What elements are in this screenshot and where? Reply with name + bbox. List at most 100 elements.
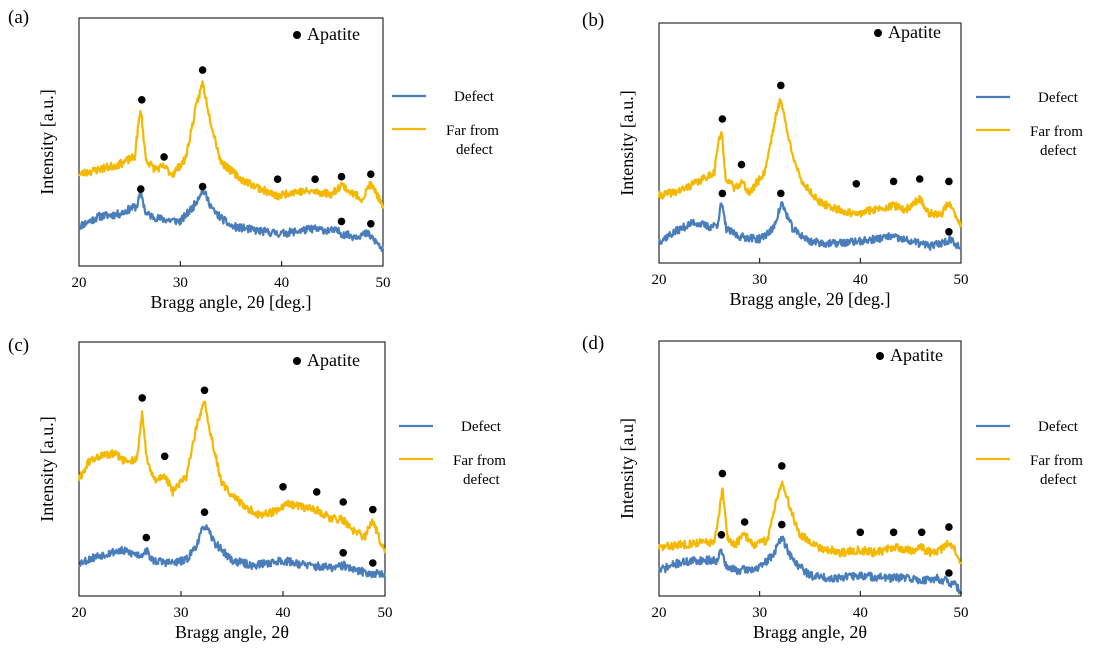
plot-frame	[658, 22, 962, 264]
apatite-marker	[311, 175, 319, 183]
apatite-marker	[200, 508, 209, 516]
apatite-marker	[777, 189, 785, 198]
panel-label: (d)	[582, 333, 604, 354]
x-tick-label: 40	[853, 272, 868, 288]
panel-d: 20 30 40 50 Bragg angle, 2θ Intensity [a.u] (d…	[582, 333, 1083, 642]
series-legend: Defect Far from defect	[392, 89, 499, 158]
legend-label-far: Far from defect	[1030, 124, 1083, 159]
apatite-marker	[856, 528, 865, 537]
plot-frame	[78, 17, 384, 267]
x-tick-label: 40	[853, 605, 868, 621]
apatite-marker	[369, 505, 377, 514]
apatite-marker	[337, 217, 346, 226]
legend-label-far: Far from defect	[453, 453, 506, 488]
apatite-legend-marker	[293, 357, 301, 365]
apatite-marker	[339, 549, 348, 557]
apatite-marker	[337, 172, 346, 181]
apatite-marker	[945, 523, 953, 531]
x-tick-label: 50	[954, 272, 969, 288]
series-legend: Defect Far from defect	[976, 419, 1083, 488]
apatite-legend-marker	[874, 29, 882, 37]
legend-label-defect: Defect	[1038, 419, 1079, 435]
series-line-defect	[78, 187, 385, 252]
plot-frame	[78, 341, 386, 597]
x-axis-label: Bragg angle, 2θ	[753, 622, 867, 642]
apatite-marker	[138, 96, 146, 104]
x-axis-label: Bragg angle, 2θ [deg.]	[150, 292, 311, 312]
panel-c: 20 30 40 50 Bragg angle, 2θ Intensity [a.u.] (…	[8, 335, 506, 642]
series-line-defect	[657, 201, 962, 251]
x-tick-label: 30	[752, 605, 767, 621]
apatite-marker	[915, 175, 924, 183]
series-line-far	[78, 80, 385, 210]
y-axis-label: Intensity [a.u.]	[617, 90, 637, 195]
y-axis-label: Intensity [a.u]	[617, 418, 637, 519]
x-tick-label: 20	[72, 605, 87, 621]
apatite-legend-label: Apatite	[307, 24, 360, 44]
apatite-marker	[367, 170, 375, 178]
x-axis-label: Bragg angle, 2θ	[175, 622, 289, 642]
apatite-marker	[137, 185, 145, 193]
apatite-legend-label: Apatite	[888, 22, 941, 42]
apatite-marker	[945, 228, 953, 236]
apatite-legend-marker	[293, 31, 301, 39]
apatite-marker	[273, 175, 282, 183]
x-tick-label: 50	[378, 605, 393, 621]
x-tick-label: 20	[652, 605, 667, 621]
apatite-marker	[945, 177, 953, 186]
apatite-marker	[160, 452, 169, 461]
apatite-marker	[778, 462, 786, 470]
legend-label-far: Far from defect	[1030, 453, 1083, 488]
plot-frame	[658, 340, 962, 597]
series-line-far	[77, 400, 387, 554]
apatite-marker	[852, 180, 861, 188]
x-tick-label: 50	[954, 605, 969, 621]
apatite-marker	[945, 569, 953, 577]
apatite-marker	[718, 469, 727, 478]
x-tick-label: 30	[752, 272, 767, 288]
apatite-marker	[200, 386, 209, 395]
apatite-marker	[778, 520, 786, 529]
apatite-marker	[740, 518, 749, 526]
panel-label: (a)	[8, 7, 29, 28]
apatite-marker	[369, 559, 377, 567]
series-line-far	[657, 97, 962, 229]
y-axis-label: Intensity [a.u.]	[37, 89, 57, 194]
apatite-marker	[198, 182, 207, 191]
x-tick-label: 40	[274, 275, 289, 291]
apatite-marker	[339, 498, 348, 506]
apatite-marker	[718, 189, 727, 198]
panel-b: 20 30 40 50 Bragg angle, 2θ [deg.] Intensity …	[582, 10, 1083, 309]
apatite-marker	[160, 153, 168, 161]
apatite-marker	[198, 66, 207, 74]
legend-label-defect: Defect	[454, 89, 495, 105]
apatite-marker	[279, 483, 287, 491]
x-tick-label: 20	[652, 272, 667, 288]
apatite-legend-label: Apatite	[307, 350, 360, 370]
apatite-legend-marker	[876, 352, 884, 360]
apatite-marker	[737, 160, 746, 169]
legend-label-defect: Defect	[1038, 90, 1079, 106]
series-legend: Defect Far from defect	[976, 90, 1083, 159]
apatite-marker	[889, 177, 898, 186]
apatite-legend-label: Apatite	[890, 345, 943, 365]
apatite-marker	[138, 394, 146, 402]
legend-label-far: Far from defect	[446, 123, 499, 158]
apatite-marker	[142, 533, 151, 542]
series-line-defect	[78, 524, 387, 579]
apatite-marker	[718, 115, 727, 123]
apatite-marker	[889, 528, 898, 537]
series-legend: Defect Far from defect	[399, 419, 506, 488]
apatite-marker	[367, 220, 375, 228]
x-tick-label: 30	[173, 275, 188, 291]
panel-a: 20 30 40 50 Bragg angle, 2θ [deg.] Intensity …	[8, 7, 499, 312]
legend-label-defect: Defect	[461, 419, 502, 435]
y-axis-label: Intensity [a.u.]	[37, 416, 57, 521]
apatite-marker	[312, 488, 321, 496]
x-tick-label: 20	[72, 275, 87, 291]
series-line-far	[657, 480, 963, 565]
x-tick-label: 30	[174, 605, 189, 621]
apatite-marker	[717, 531, 726, 539]
apatite-marker	[917, 528, 926, 537]
